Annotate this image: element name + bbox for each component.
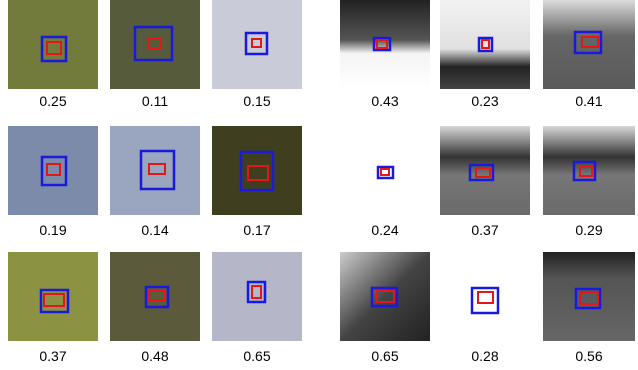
thumbnail xyxy=(440,252,530,341)
score-label: 0.24 xyxy=(371,222,398,238)
score-label: 0.28 xyxy=(471,348,498,364)
page: 0.25 0.11 0.15 0.43 0.23 0.41 0.19 0.14 0.17 0.24… xyxy=(0,0,638,370)
score-label: 0.15 xyxy=(243,93,270,109)
thumbnail xyxy=(8,0,98,89)
thumbnail xyxy=(212,126,302,215)
score-label: 0.11 xyxy=(142,93,168,109)
thumbnail xyxy=(340,126,430,215)
thumbnail xyxy=(543,252,635,341)
thumbnail xyxy=(110,0,200,89)
score-label: 0.37 xyxy=(471,222,498,238)
thumbnail xyxy=(8,252,98,341)
score-label: 0.14 xyxy=(141,222,168,238)
score-label: 0.23 xyxy=(471,93,498,109)
score-label: 0.29 xyxy=(575,222,602,238)
thumbnail xyxy=(110,126,200,215)
score-label: 0.37 xyxy=(39,348,66,364)
score-label: 0.43 xyxy=(371,93,398,109)
score-label: 0.48 xyxy=(141,348,168,364)
thumbnail xyxy=(110,252,200,341)
score-label: 0.19 xyxy=(39,222,66,238)
thumbnail xyxy=(440,126,530,215)
score-label: 0.65 xyxy=(243,348,270,364)
thumbnail xyxy=(340,0,430,89)
thumbnail xyxy=(543,0,635,89)
thumbnail xyxy=(212,252,302,341)
score-label: 0.65 xyxy=(371,348,398,364)
figure: 0.25 0.11 0.15 0.43 0.23 0.41 0.19 0.14 0.17 0.24… xyxy=(0,0,638,370)
score-label: 0.41 xyxy=(575,93,602,109)
score-label: 0.56 xyxy=(575,348,602,364)
score-label: 0.17 xyxy=(243,222,270,238)
thumbnail xyxy=(8,126,98,215)
thumbnail xyxy=(340,252,430,341)
thumbnail xyxy=(212,0,302,89)
thumbnail xyxy=(543,126,635,215)
score-label: 0.25 xyxy=(39,93,66,109)
thumbnail xyxy=(440,0,530,89)
